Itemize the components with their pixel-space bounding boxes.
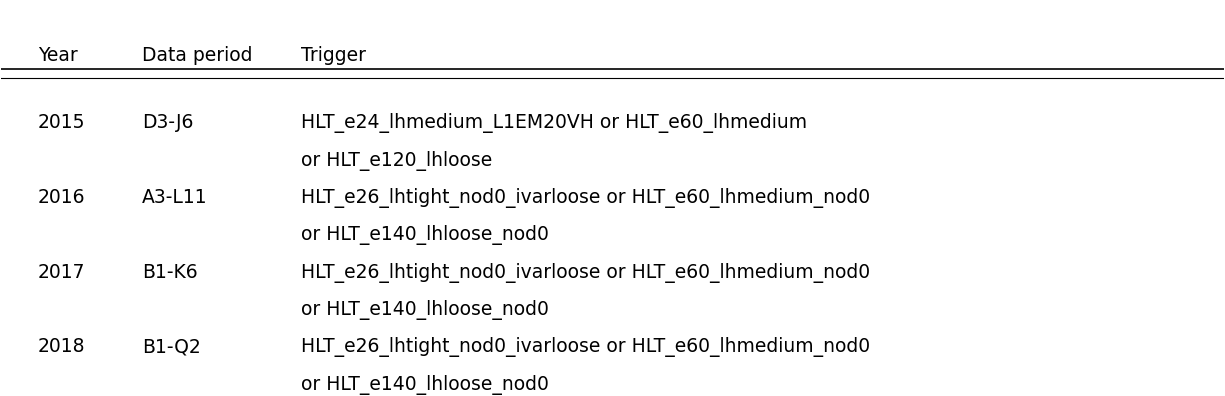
Text: 2017: 2017 <box>38 263 86 282</box>
Text: or HLT_e140_lhloose_nod0: or HLT_e140_lhloose_nod0 <box>301 375 549 394</box>
Text: B1-Q2: B1-Q2 <box>142 337 201 356</box>
Text: A3-L11: A3-L11 <box>142 188 207 207</box>
Text: B1-K6: B1-K6 <box>142 263 197 282</box>
Text: 2018: 2018 <box>38 337 86 356</box>
Text: HLT_e24_lhmedium_L1EM20VH or HLT_e60_lhmedium: HLT_e24_lhmedium_L1EM20VH or HLT_e60_lhm… <box>301 113 807 133</box>
Text: HLT_e26_lhtight_nod0_ivarloose or HLT_e60_lhmedium_nod0: HLT_e26_lhtight_nod0_ivarloose or HLT_e6… <box>301 337 870 357</box>
Text: HLT_e26_lhtight_nod0_ivarloose or HLT_e60_lhmedium_nod0: HLT_e26_lhtight_nod0_ivarloose or HLT_e6… <box>301 263 870 283</box>
Text: or HLT_e140_lhloose_nod0: or HLT_e140_lhloose_nod0 <box>301 300 549 320</box>
Text: Trigger: Trigger <box>301 46 366 65</box>
Text: or HLT_e140_lhloose_nod0: or HLT_e140_lhloose_nod0 <box>301 225 549 246</box>
Text: Data period: Data period <box>142 46 252 65</box>
Text: HLT_e26_lhtight_nod0_ivarloose or HLT_e60_lhmedium_nod0: HLT_e26_lhtight_nod0_ivarloose or HLT_e6… <box>301 188 870 208</box>
Text: or HLT_e120_lhloose: or HLT_e120_lhloose <box>301 150 492 171</box>
Text: 2015: 2015 <box>38 113 86 132</box>
Text: D3-J6: D3-J6 <box>142 113 194 132</box>
Text: Year: Year <box>38 46 78 65</box>
Text: 2016: 2016 <box>38 188 86 207</box>
